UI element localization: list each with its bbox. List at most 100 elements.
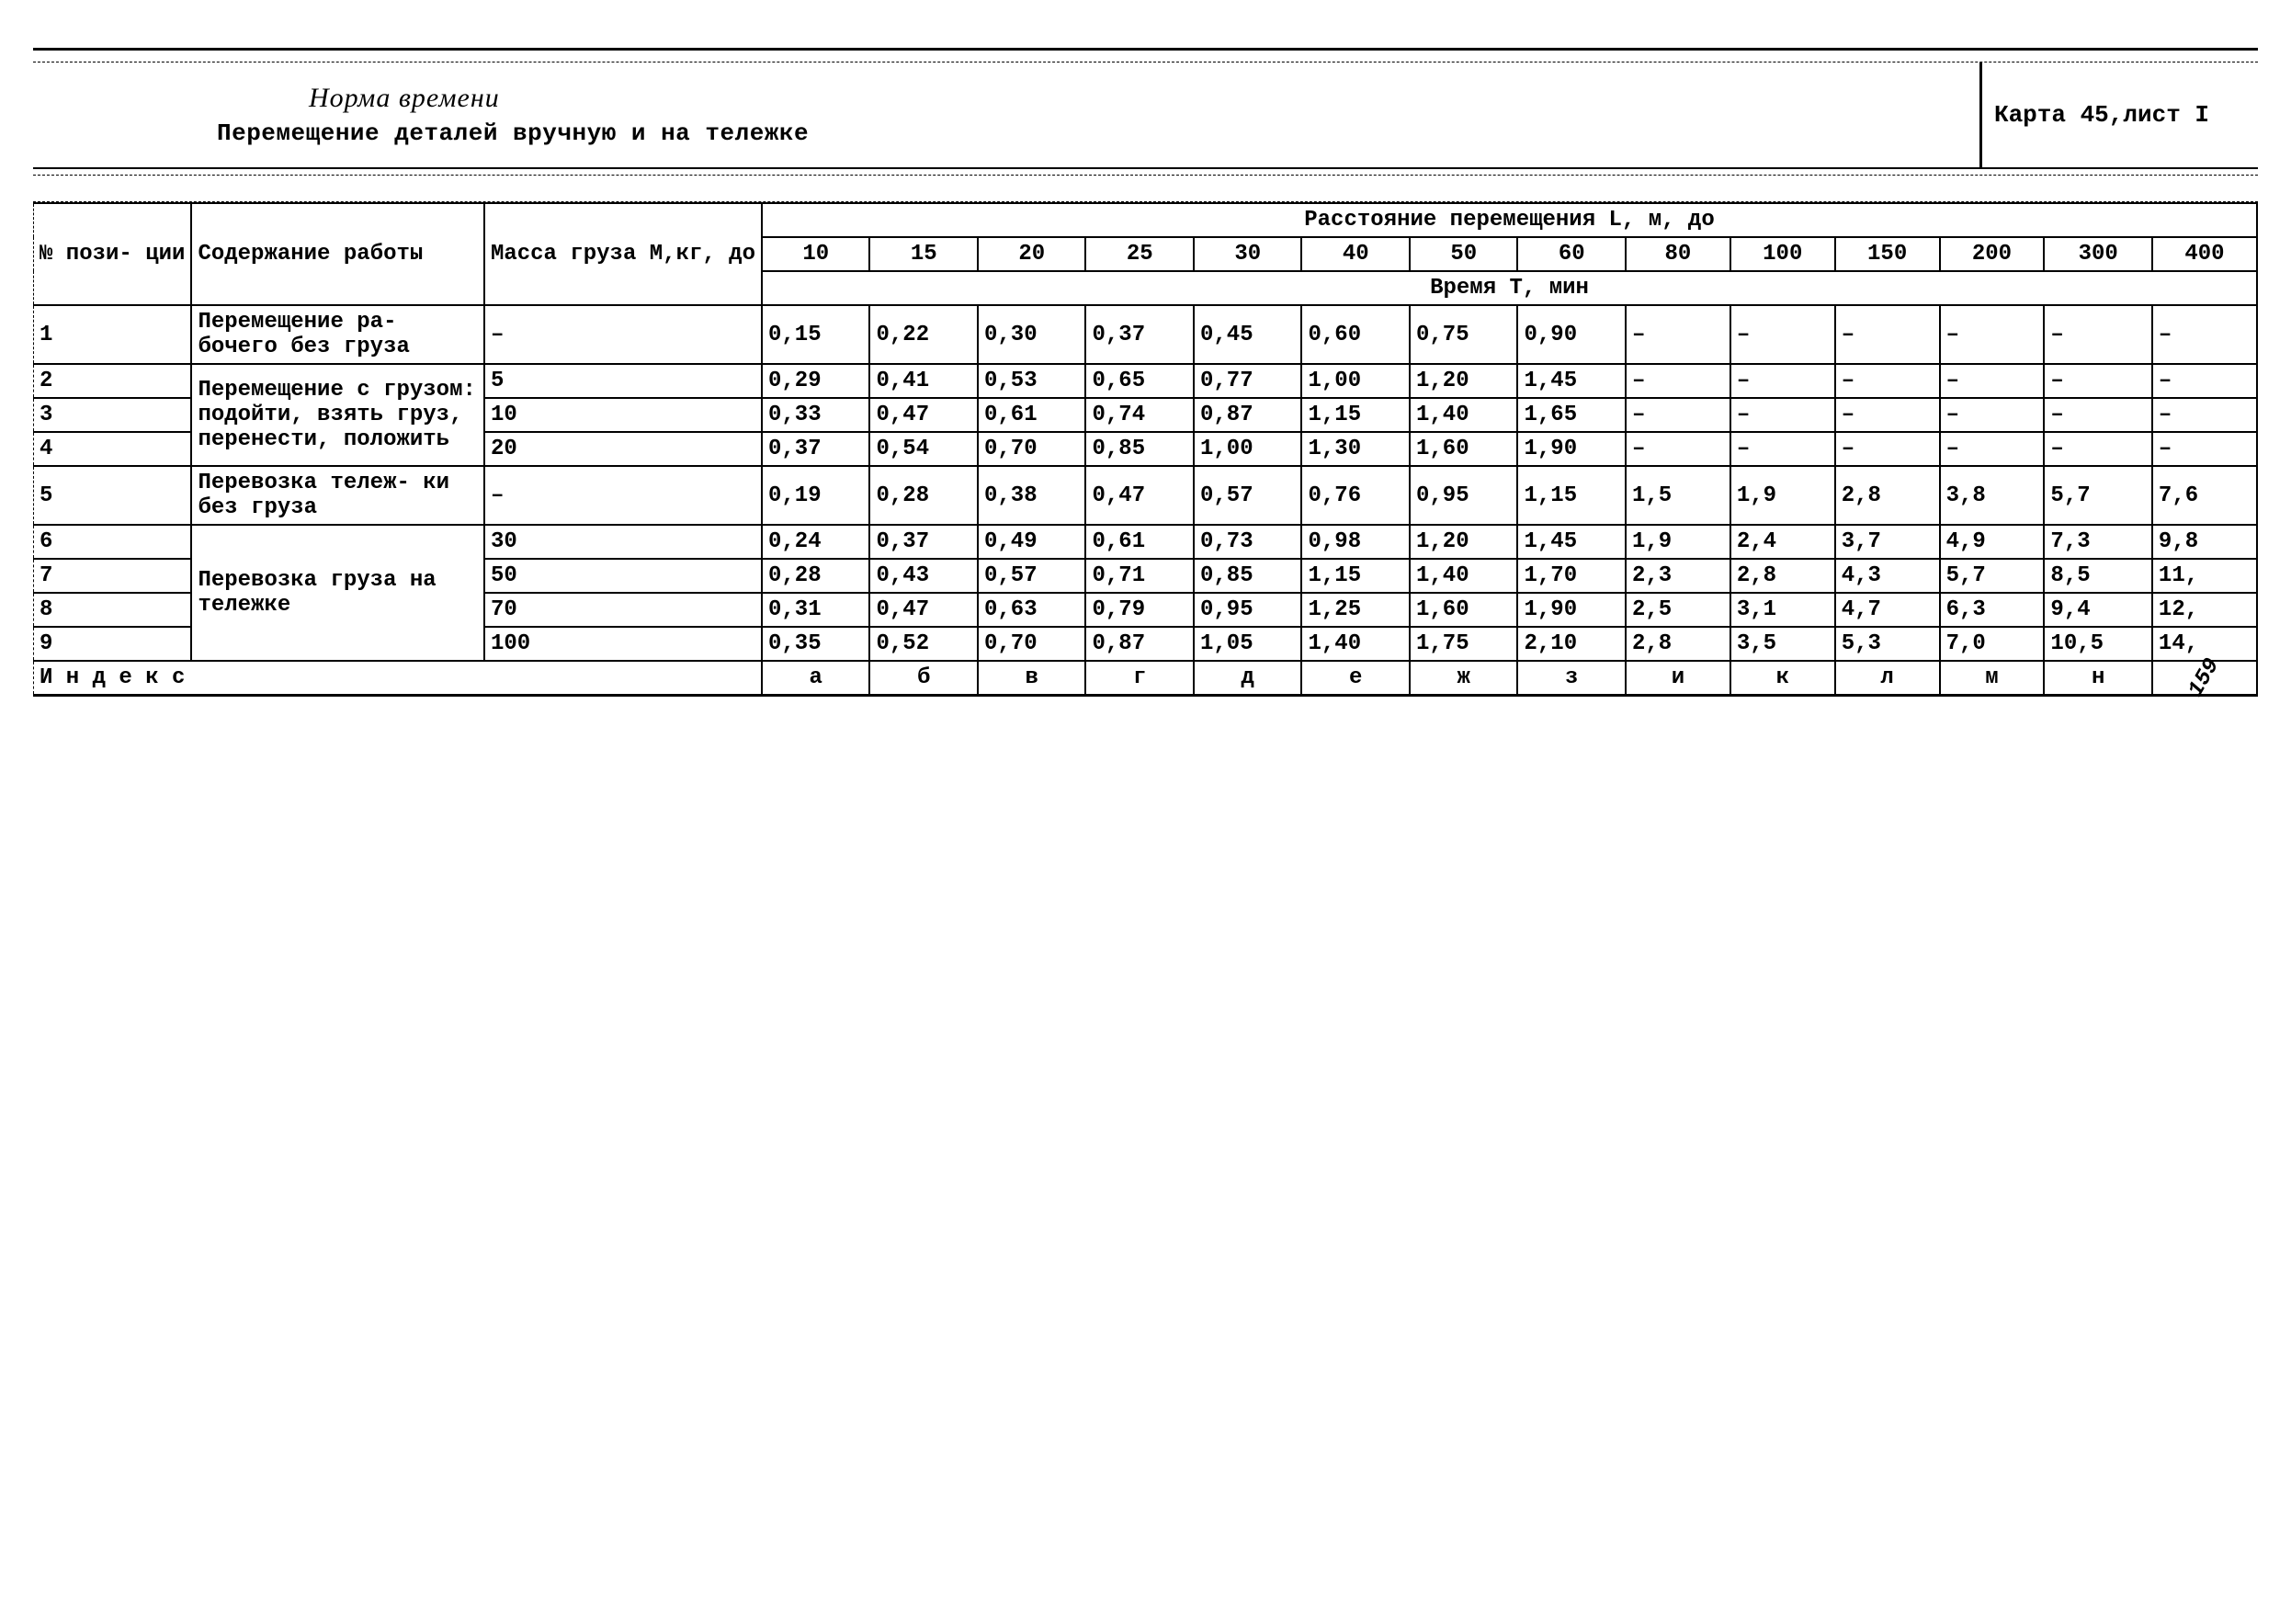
col-time-span: Время T, мин xyxy=(762,271,2257,305)
data-cell: – xyxy=(2152,305,2257,364)
index-letter: г xyxy=(1085,661,1194,696)
dist-col-15: 15 xyxy=(869,237,978,271)
col-desc: Содержание работы xyxy=(191,203,484,305)
col-dist-span: Расстояние перемещения L, м, до xyxy=(762,203,2257,237)
data-cell: 2,5 xyxy=(1626,593,1730,627)
data-cell: – xyxy=(1730,432,1835,466)
index-letter: и xyxy=(1626,661,1730,696)
data-cell: – xyxy=(2152,398,2257,432)
data-cell: 0,43 xyxy=(869,559,978,593)
index-letter: л xyxy=(1835,661,1940,696)
table-row: 2Перемещение с грузом: подойти, взять гр… xyxy=(34,364,2258,398)
data-cell: 0,54 xyxy=(869,432,978,466)
data-cell: 0,70 xyxy=(978,432,1086,466)
data-cell: 0,37 xyxy=(1085,305,1194,364)
header-subtitle: Перемещение деталей вручную и на тележке xyxy=(217,119,2258,147)
data-cell: 0,75 xyxy=(1410,305,1518,364)
data-cell: 0,37 xyxy=(762,432,870,466)
data-cell: 0,87 xyxy=(1194,398,1302,432)
mass-cell: 10 xyxy=(484,398,762,432)
data-cell: 1,05 xyxy=(1194,627,1302,661)
header-block: Норма времени Перемещение деталей вручну… xyxy=(33,62,2258,169)
data-cell: – xyxy=(2044,305,2152,364)
data-cell: – xyxy=(1626,398,1730,432)
data-cell: 0,74 xyxy=(1085,398,1194,432)
data-cell: 2,4 xyxy=(1730,525,1835,559)
dist-col-400: 400 xyxy=(2152,237,2257,271)
mass-cell: 5 xyxy=(484,364,762,398)
data-cell: 2,8 xyxy=(1835,466,1940,525)
data-cell: 0,57 xyxy=(978,559,1086,593)
index-letter: в xyxy=(978,661,1086,696)
data-cell: 3,5 xyxy=(1730,627,1835,661)
data-cell: 0,73 xyxy=(1194,525,1302,559)
data-cell: 0,22 xyxy=(869,305,978,364)
data-cell: 8,5 xyxy=(2044,559,2152,593)
desc-cell: Перевозка груза на тележке xyxy=(191,525,484,661)
main-table: № пози- ции Содержание работы Масса груз… xyxy=(33,202,2258,697)
mass-cell: 30 xyxy=(484,525,762,559)
data-cell: 0,57 xyxy=(1194,466,1302,525)
data-cell: 0,38 xyxy=(978,466,1086,525)
data-cell: 1,25 xyxy=(1301,593,1410,627)
dist-col-20: 20 xyxy=(978,237,1086,271)
data-cell: 0,70 xyxy=(978,627,1086,661)
data-cell: 1,15 xyxy=(1301,398,1410,432)
dist-col-50: 50 xyxy=(1410,237,1518,271)
data-cell: 0,35 xyxy=(762,627,870,661)
data-cell: 1,40 xyxy=(1410,398,1518,432)
data-cell: 6,3 xyxy=(1940,593,2045,627)
data-cell: – xyxy=(1835,364,1940,398)
data-cell: 1,15 xyxy=(1301,559,1410,593)
top-rule xyxy=(33,48,2258,51)
data-cell: 1,15 xyxy=(1517,466,1626,525)
data-cell: 1,9 xyxy=(1730,466,1835,525)
data-cell: 7,6 xyxy=(2152,466,2257,525)
data-cell: 11, xyxy=(2152,559,2257,593)
data-cell: 9,8 xyxy=(2152,525,2257,559)
data-cell: 0,95 xyxy=(1410,466,1518,525)
data-cell: – xyxy=(1835,398,1940,432)
desc-cell: Перевозка тележ- ки без груза xyxy=(191,466,484,525)
table-head: № пози- ции Содержание работы Масса груз… xyxy=(34,203,2258,305)
data-cell: 3,7 xyxy=(1835,525,1940,559)
data-cell: 0,85 xyxy=(1085,432,1194,466)
dist-col-40: 40 xyxy=(1301,237,1410,271)
pos-cell: 1 xyxy=(34,305,192,364)
data-cell: 1,00 xyxy=(1194,432,1302,466)
mass-cell: 20 xyxy=(484,432,762,466)
data-cell: 0,79 xyxy=(1085,593,1194,627)
data-cell: 0,98 xyxy=(1301,525,1410,559)
data-cell: 0,71 xyxy=(1085,559,1194,593)
data-cell: 0,90 xyxy=(1517,305,1626,364)
mass-cell: – xyxy=(484,305,762,364)
data-cell: 1,45 xyxy=(1517,364,1626,398)
data-cell: – xyxy=(1626,364,1730,398)
data-cell: 4,9 xyxy=(1940,525,2045,559)
data-cell: 1,60 xyxy=(1410,432,1518,466)
data-cell: 0,29 xyxy=(762,364,870,398)
data-cell: – xyxy=(1626,432,1730,466)
index-letter: н xyxy=(2044,661,2152,696)
data-cell: 1,90 xyxy=(1517,593,1626,627)
table-row: 5Перевозка тележ- ки без груза–0,190,280… xyxy=(34,466,2258,525)
data-cell: 4,7 xyxy=(1835,593,1940,627)
data-cell: 1,40 xyxy=(1301,627,1410,661)
mass-cell: 70 xyxy=(484,593,762,627)
pos-cell: 6 xyxy=(34,525,192,559)
data-cell: 1,20 xyxy=(1410,364,1518,398)
data-cell: 0,15 xyxy=(762,305,870,364)
data-cell: 2,8 xyxy=(1626,627,1730,661)
table-row: 6Перевозка груза на тележке300,240,370,4… xyxy=(34,525,2258,559)
data-cell: – xyxy=(1835,305,1940,364)
header-gap xyxy=(33,175,2258,202)
index-row: И н д е к с абвгдежзиклмн159 xyxy=(34,661,2258,696)
pos-cell: 8 xyxy=(34,593,192,627)
data-cell: 0,31 xyxy=(762,593,870,627)
mass-cell: – xyxy=(484,466,762,525)
data-cell: – xyxy=(2044,364,2152,398)
data-cell: 0,61 xyxy=(978,398,1086,432)
data-cell: – xyxy=(2044,398,2152,432)
header-title-italic: Норма времени xyxy=(309,83,2258,114)
index-label: И н д е к с xyxy=(34,661,762,696)
